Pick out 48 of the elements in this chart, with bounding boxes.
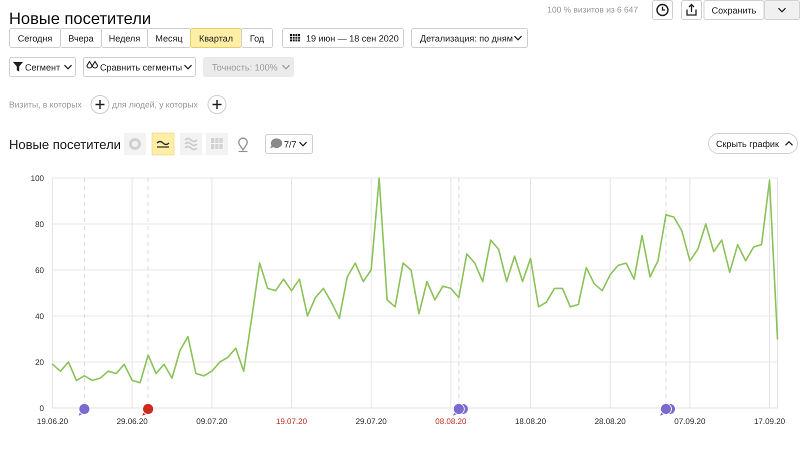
y-tick-label: 60 xyxy=(35,266,45,275)
text: Визиты, в которых xyxy=(9,100,82,110)
text: 19 июн — 18 сен 2020 xyxy=(306,33,399,44)
text: Квартал xyxy=(198,33,234,44)
share-button[interactable] xyxy=(681,0,702,20)
x-tick-label: 28.08.20 xyxy=(594,417,626,426)
period-button[interactable] xyxy=(9,28,61,48)
text: 7/7 xyxy=(284,139,297,150)
x-tick-label: 29.06.20 xyxy=(116,417,148,426)
save-button[interactable] xyxy=(704,0,764,20)
y-tick-label: 0 xyxy=(40,404,45,413)
text: Новые посетители xyxy=(9,137,121,152)
text: Месяц xyxy=(155,33,183,44)
period-button[interactable] xyxy=(60,28,102,48)
x-tick-label: 29.07.20 xyxy=(356,417,388,426)
x-tick-label: 18.08.20 xyxy=(514,417,547,426)
text: Точность: 100% xyxy=(212,62,278,72)
detail-dropdown[interactable] xyxy=(411,28,528,48)
period-button[interactable] xyxy=(101,28,148,48)
text: для людей, у которых xyxy=(112,100,199,110)
segment-dropdown[interactable] xyxy=(9,57,76,77)
period-button[interactable] xyxy=(241,28,273,48)
y-tick-label: 20 xyxy=(35,358,45,367)
hide-chart-button[interactable] xyxy=(708,133,798,154)
text: Детализация: по дням xyxy=(420,33,513,44)
period-button[interactable] xyxy=(147,28,191,48)
x-tick-label: 19.06.20 xyxy=(36,417,69,426)
text: 100 % визитов из 6 647 xyxy=(547,4,638,14)
text: Сохранить xyxy=(712,5,757,16)
period-button[interactable] xyxy=(190,28,242,48)
y-tick-label: 100 xyxy=(30,174,45,183)
text: Год xyxy=(250,33,265,44)
y-tick-label: 40 xyxy=(35,312,45,321)
text: Сегодня xyxy=(18,33,52,44)
text: Неделя xyxy=(108,33,140,44)
date-range-button[interactable] xyxy=(282,28,404,48)
chart-title: Новые посетители xyxy=(9,10,152,28)
text: Сегмент xyxy=(25,62,60,72)
text: Сравнить сегменты xyxy=(100,62,182,72)
x-tick-label: 07.09.20 xyxy=(674,417,706,426)
x-tick-label: 08.08.20 xyxy=(435,417,467,426)
x-tick-label: 17.09.20 xyxy=(754,417,786,426)
x-tick-label: 09.07.20 xyxy=(196,417,228,426)
compare-dropdown[interactable] xyxy=(83,57,196,77)
y-tick-label: 80 xyxy=(35,220,45,229)
x-tick-label: 19.07.20 xyxy=(276,417,308,426)
text: Вчера xyxy=(68,33,94,44)
text: Скрыть график xyxy=(716,138,779,149)
